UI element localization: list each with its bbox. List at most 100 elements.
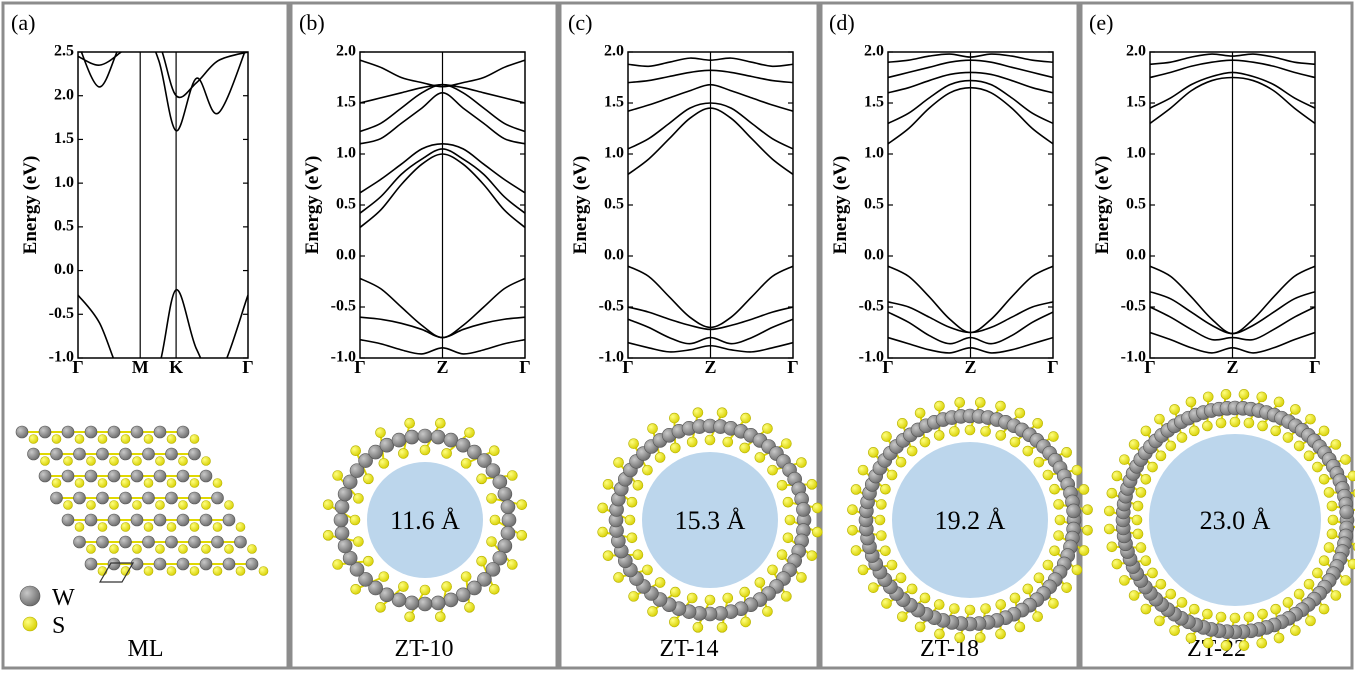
sulfur-atom <box>1290 626 1300 636</box>
sulfur-atom <box>920 593 930 603</box>
sulfur-atom <box>717 622 727 632</box>
sulfur-atom <box>1283 433 1293 443</box>
sulfur-atom <box>868 447 878 457</box>
sulfur-atom <box>907 446 917 456</box>
tungsten-atom <box>154 514 166 526</box>
sulfur-atom <box>1154 616 1164 626</box>
sulfur-atom <box>1141 426 1151 436</box>
sulfur-atom <box>1312 568 1322 578</box>
sulfur-atom <box>1177 597 1187 607</box>
x-tick-label: Γ <box>882 357 893 377</box>
structure-caption: ZT-18 <box>920 636 979 662</box>
sulfur-atom <box>934 430 944 440</box>
sulfur-atom <box>1054 531 1064 541</box>
sulfur-atom <box>1048 598 1058 608</box>
y-tick-label: 2.0 <box>1126 43 1146 60</box>
sulfur-atom <box>1306 414 1316 424</box>
sulfur-atom <box>517 500 527 510</box>
sulfur-atom <box>847 505 857 515</box>
tungsten-atom <box>51 492 63 504</box>
legend-label: W <box>52 585 75 611</box>
tungsten-atom <box>62 426 74 438</box>
sulfur-atom <box>812 503 822 513</box>
sulfur-atom <box>876 499 886 509</box>
x-tick-label: K <box>169 357 183 377</box>
tungsten-atom <box>796 502 810 516</box>
sulfur-atom <box>996 600 1006 610</box>
tungsten-atom <box>431 430 445 444</box>
sulfur-atom <box>1166 589 1176 599</box>
sulfur-atom <box>435 612 445 622</box>
sulfur-atom <box>1186 633 1196 643</box>
sulfur-atom <box>1244 612 1254 622</box>
sulfur-atom <box>133 457 142 466</box>
sulfur-atom <box>755 578 765 588</box>
sulfur-atom <box>1189 604 1199 614</box>
tungsten-atom <box>85 558 97 570</box>
sulfur-atom <box>1221 641 1231 651</box>
y-axis-label: Energy (eV) <box>302 156 323 255</box>
sulfur-atom <box>614 458 624 468</box>
sulfur-atom <box>29 435 38 444</box>
tungsten-atom <box>335 500 349 514</box>
sulfur-atom <box>87 457 96 466</box>
sulfur-atom <box>740 443 750 453</box>
y-axis-label: Energy (eV) <box>20 156 41 255</box>
sulfur-atom <box>705 435 715 445</box>
legend-label: S <box>52 613 65 639</box>
sulfur-atom <box>1186 397 1196 407</box>
tungsten-atom <box>74 492 86 504</box>
sulfur-atom <box>179 501 188 510</box>
sulfur-atom <box>167 479 176 488</box>
tungsten-atom <box>97 448 109 460</box>
y-tick-label: 1.5 <box>336 94 356 111</box>
sulfur-atom <box>98 523 107 532</box>
sulfur-atom <box>868 583 878 593</box>
x-tick-label: Γ <box>787 357 798 377</box>
sulfur-atom <box>489 446 499 456</box>
sulfur-atom <box>723 437 733 447</box>
sulfur-atom <box>1119 455 1129 465</box>
sulfur-atom <box>723 593 733 603</box>
sulfur-atom <box>41 457 50 466</box>
x-tick-label: Γ <box>1309 357 1320 377</box>
sulfur-atom <box>717 408 727 418</box>
sulfur-atom <box>1170 404 1180 414</box>
sulfur-atom <box>796 572 806 582</box>
sulfur-atom <box>781 439 791 449</box>
sulfur-atom <box>1112 559 1122 569</box>
sulfur-atom <box>896 457 906 467</box>
sulfur-atom <box>887 560 897 570</box>
tungsten-atom <box>166 536 178 548</box>
sulfur-atom <box>87 545 96 554</box>
y-tick-label: 0.5 <box>864 196 884 213</box>
y-tick-label: 0.0 <box>864 247 884 264</box>
tungsten-atom <box>431 596 445 610</box>
sulfur-atom <box>896 573 906 583</box>
sulfur-atom <box>98 567 107 576</box>
tungsten-atom <box>39 470 51 482</box>
sulfur-atom <box>655 452 665 462</box>
tungsten-atom <box>502 513 516 527</box>
sulfur-atom <box>1239 641 1249 651</box>
tungsten-atom <box>143 448 155 460</box>
sulfur-atom <box>133 545 142 554</box>
sulfur-atom <box>669 413 679 423</box>
tungsten-atom <box>154 470 166 482</box>
sulfur-atom <box>627 497 637 507</box>
tungsten-atom <box>189 536 201 548</box>
y-tick-label: 2.0 <box>604 43 624 60</box>
sulfur-atom <box>1244 418 1254 428</box>
sulfur-atom <box>1107 542 1117 552</box>
sulfur-atom <box>955 397 965 407</box>
tungsten-atom <box>85 514 97 526</box>
sulfur-atom <box>777 550 787 560</box>
sulfur-atom <box>882 598 892 608</box>
sulfur-atom <box>121 523 130 532</box>
sulfur-atom <box>1271 604 1281 614</box>
tungsten-atom <box>1067 504 1081 518</box>
x-tick-label: Γ <box>354 357 365 377</box>
tungsten-atom <box>418 429 432 443</box>
sulfur-atom <box>1202 609 1212 619</box>
sulfur-atom <box>851 484 861 494</box>
